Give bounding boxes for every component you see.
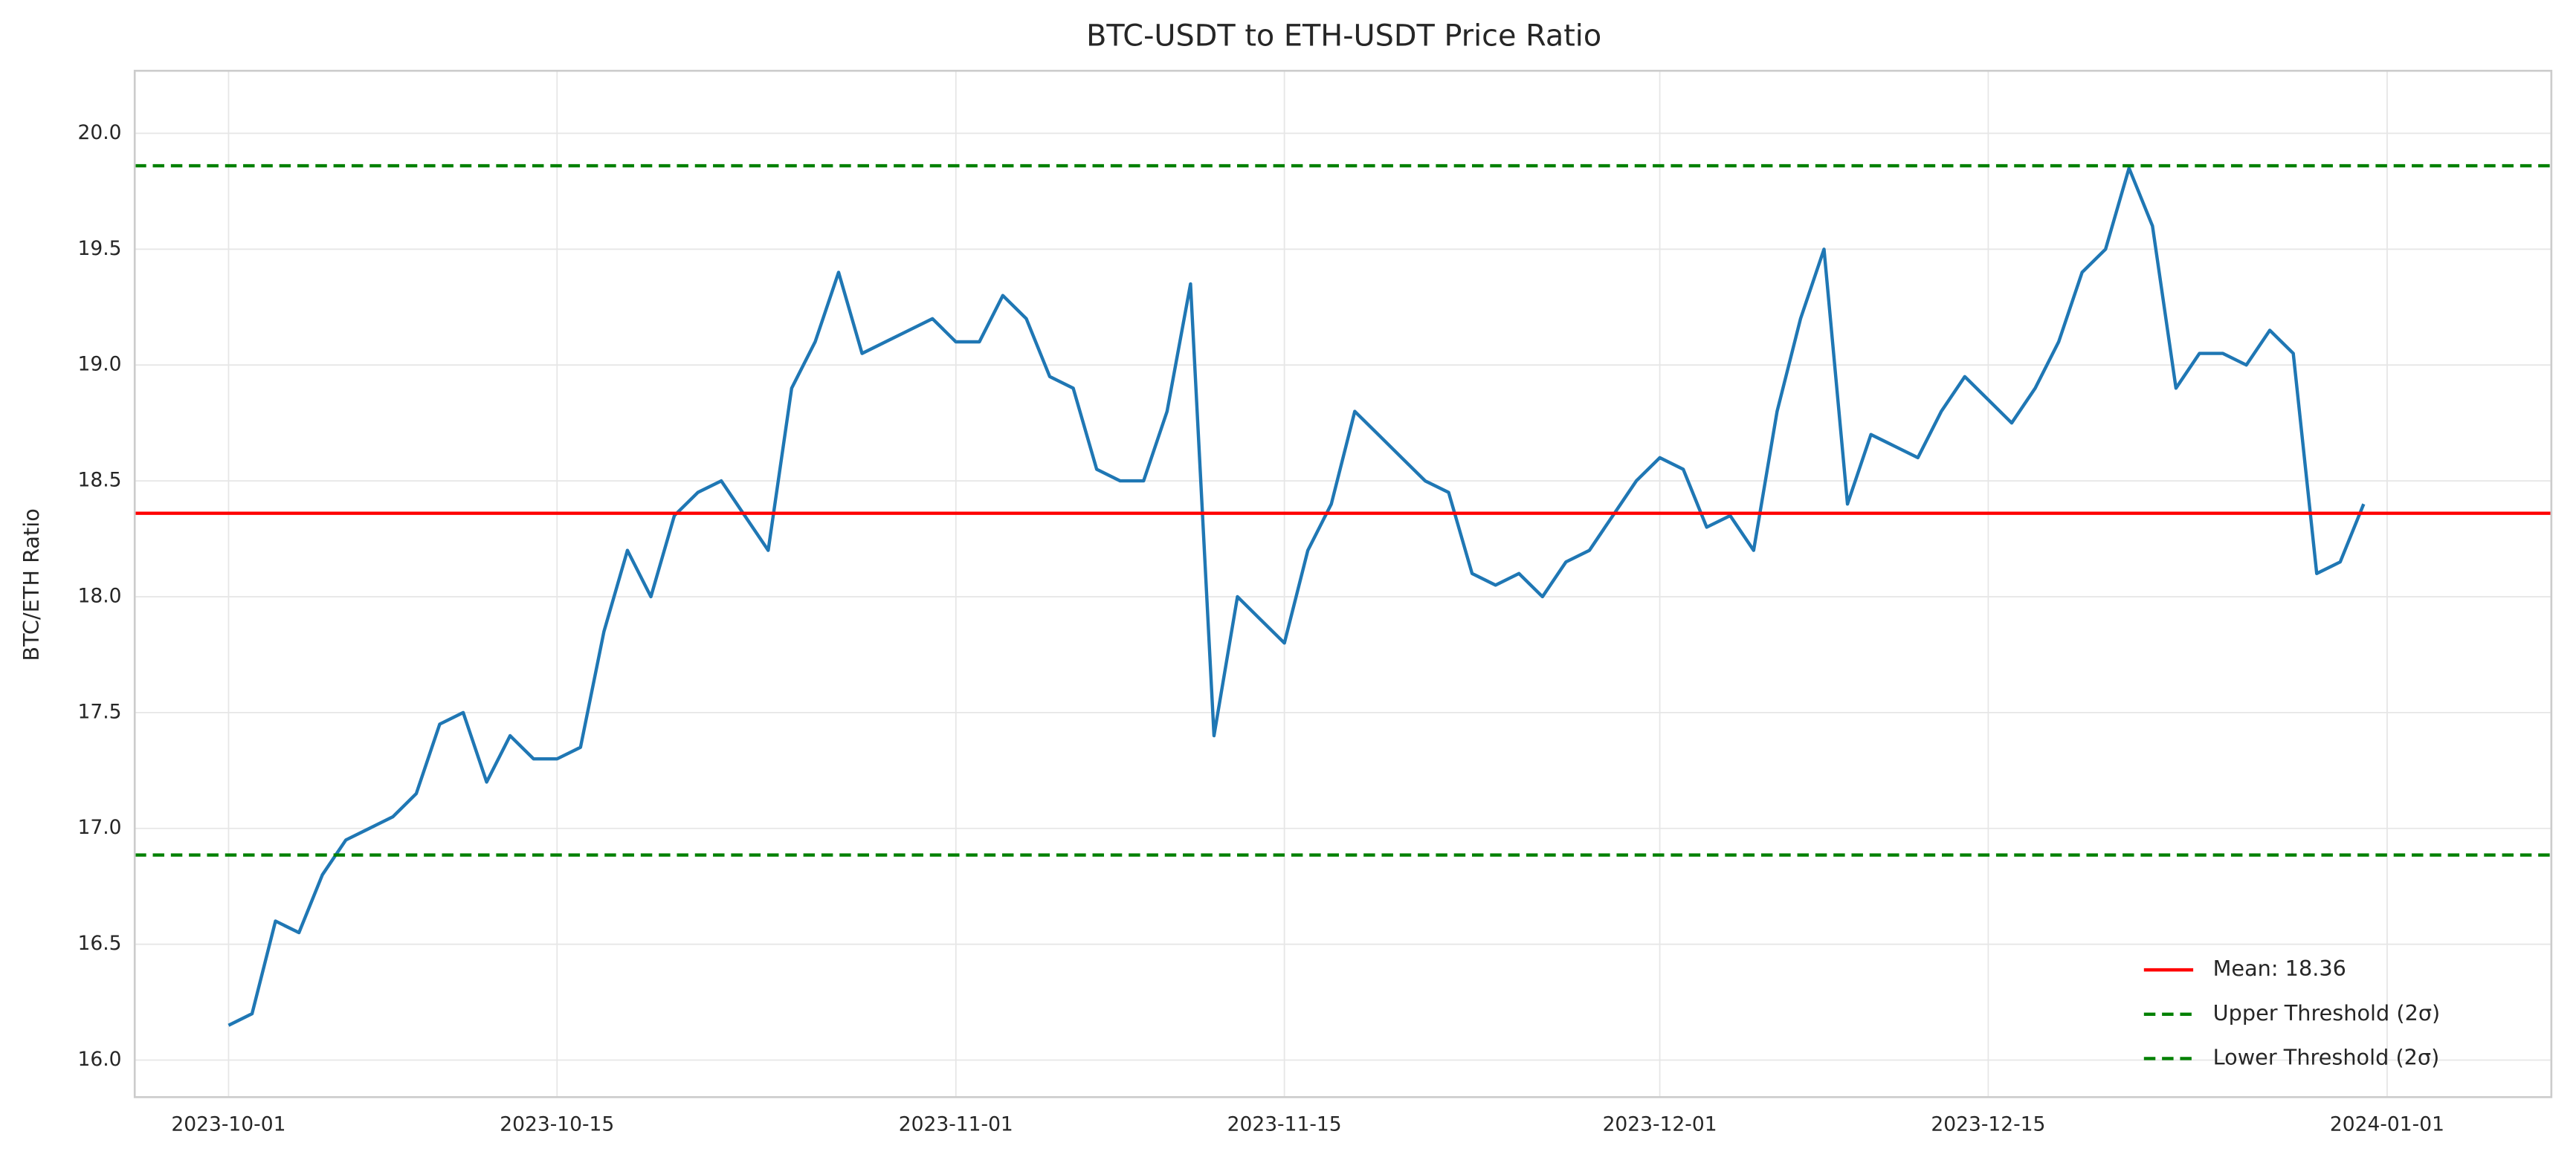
legend-label: Mean: 18.36 — [2213, 956, 2346, 981]
x-tick-label: 2023-10-15 — [500, 1112, 614, 1136]
y-tick-label: 19.5 — [78, 237, 122, 260]
legend: Mean: 18.36 Upper Threshold (2σ) Lower Thr… — [2143, 956, 2441, 1069]
x-tick-label: 2023-12-01 — [1603, 1112, 1717, 1136]
ratio-line — [227, 166, 2366, 1027]
x-tick-label: 2023-12-15 — [1931, 1112, 2045, 1136]
chart-title: BTC-USDT to ETH-USDT Price Ratio — [1086, 19, 1601, 54]
plot-area — [135, 71, 2551, 1098]
y-tick-label: 18.0 — [78, 584, 122, 607]
x-tick-label: 2024-01-01 — [2330, 1112, 2444, 1136]
y-tick-label: 16.5 — [78, 932, 122, 955]
plot-frame — [133, 69, 2553, 1098]
y-tick-label: 17.0 — [78, 816, 122, 839]
y-axis-label: BTC/ETH Ratio — [19, 508, 44, 661]
legend-label: Upper Threshold (2σ) — [2213, 1000, 2441, 1026]
y-tick-label: 17.5 — [78, 700, 122, 723]
x-tick-label: 2023-11-01 — [899, 1112, 1013, 1136]
y-tick-label: 18.5 — [78, 469, 122, 492]
x-tick-label: 2023-10-01 — [171, 1112, 285, 1136]
x-tick-label: 2023-11-15 — [1227, 1112, 1342, 1136]
y-tick-label: 19.0 — [78, 353, 122, 376]
legend-label: Lower Threshold (2σ) — [2213, 1044, 2440, 1069]
y-tick-label: 16.0 — [78, 1048, 122, 1071]
y-tick-label: 20.0 — [78, 121, 122, 144]
